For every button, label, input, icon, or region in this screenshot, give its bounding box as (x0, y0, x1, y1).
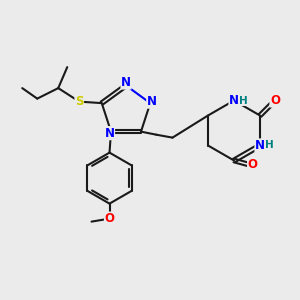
Text: S: S (75, 95, 83, 108)
Text: N: N (104, 127, 115, 140)
Text: H: H (239, 95, 248, 106)
Text: N: N (229, 94, 239, 107)
Text: O: O (248, 158, 258, 172)
Text: N: N (147, 95, 157, 108)
Text: O: O (104, 212, 115, 225)
Text: N: N (255, 139, 265, 152)
Text: O: O (270, 94, 280, 107)
Text: H: H (265, 140, 274, 151)
Text: N: N (121, 76, 131, 89)
